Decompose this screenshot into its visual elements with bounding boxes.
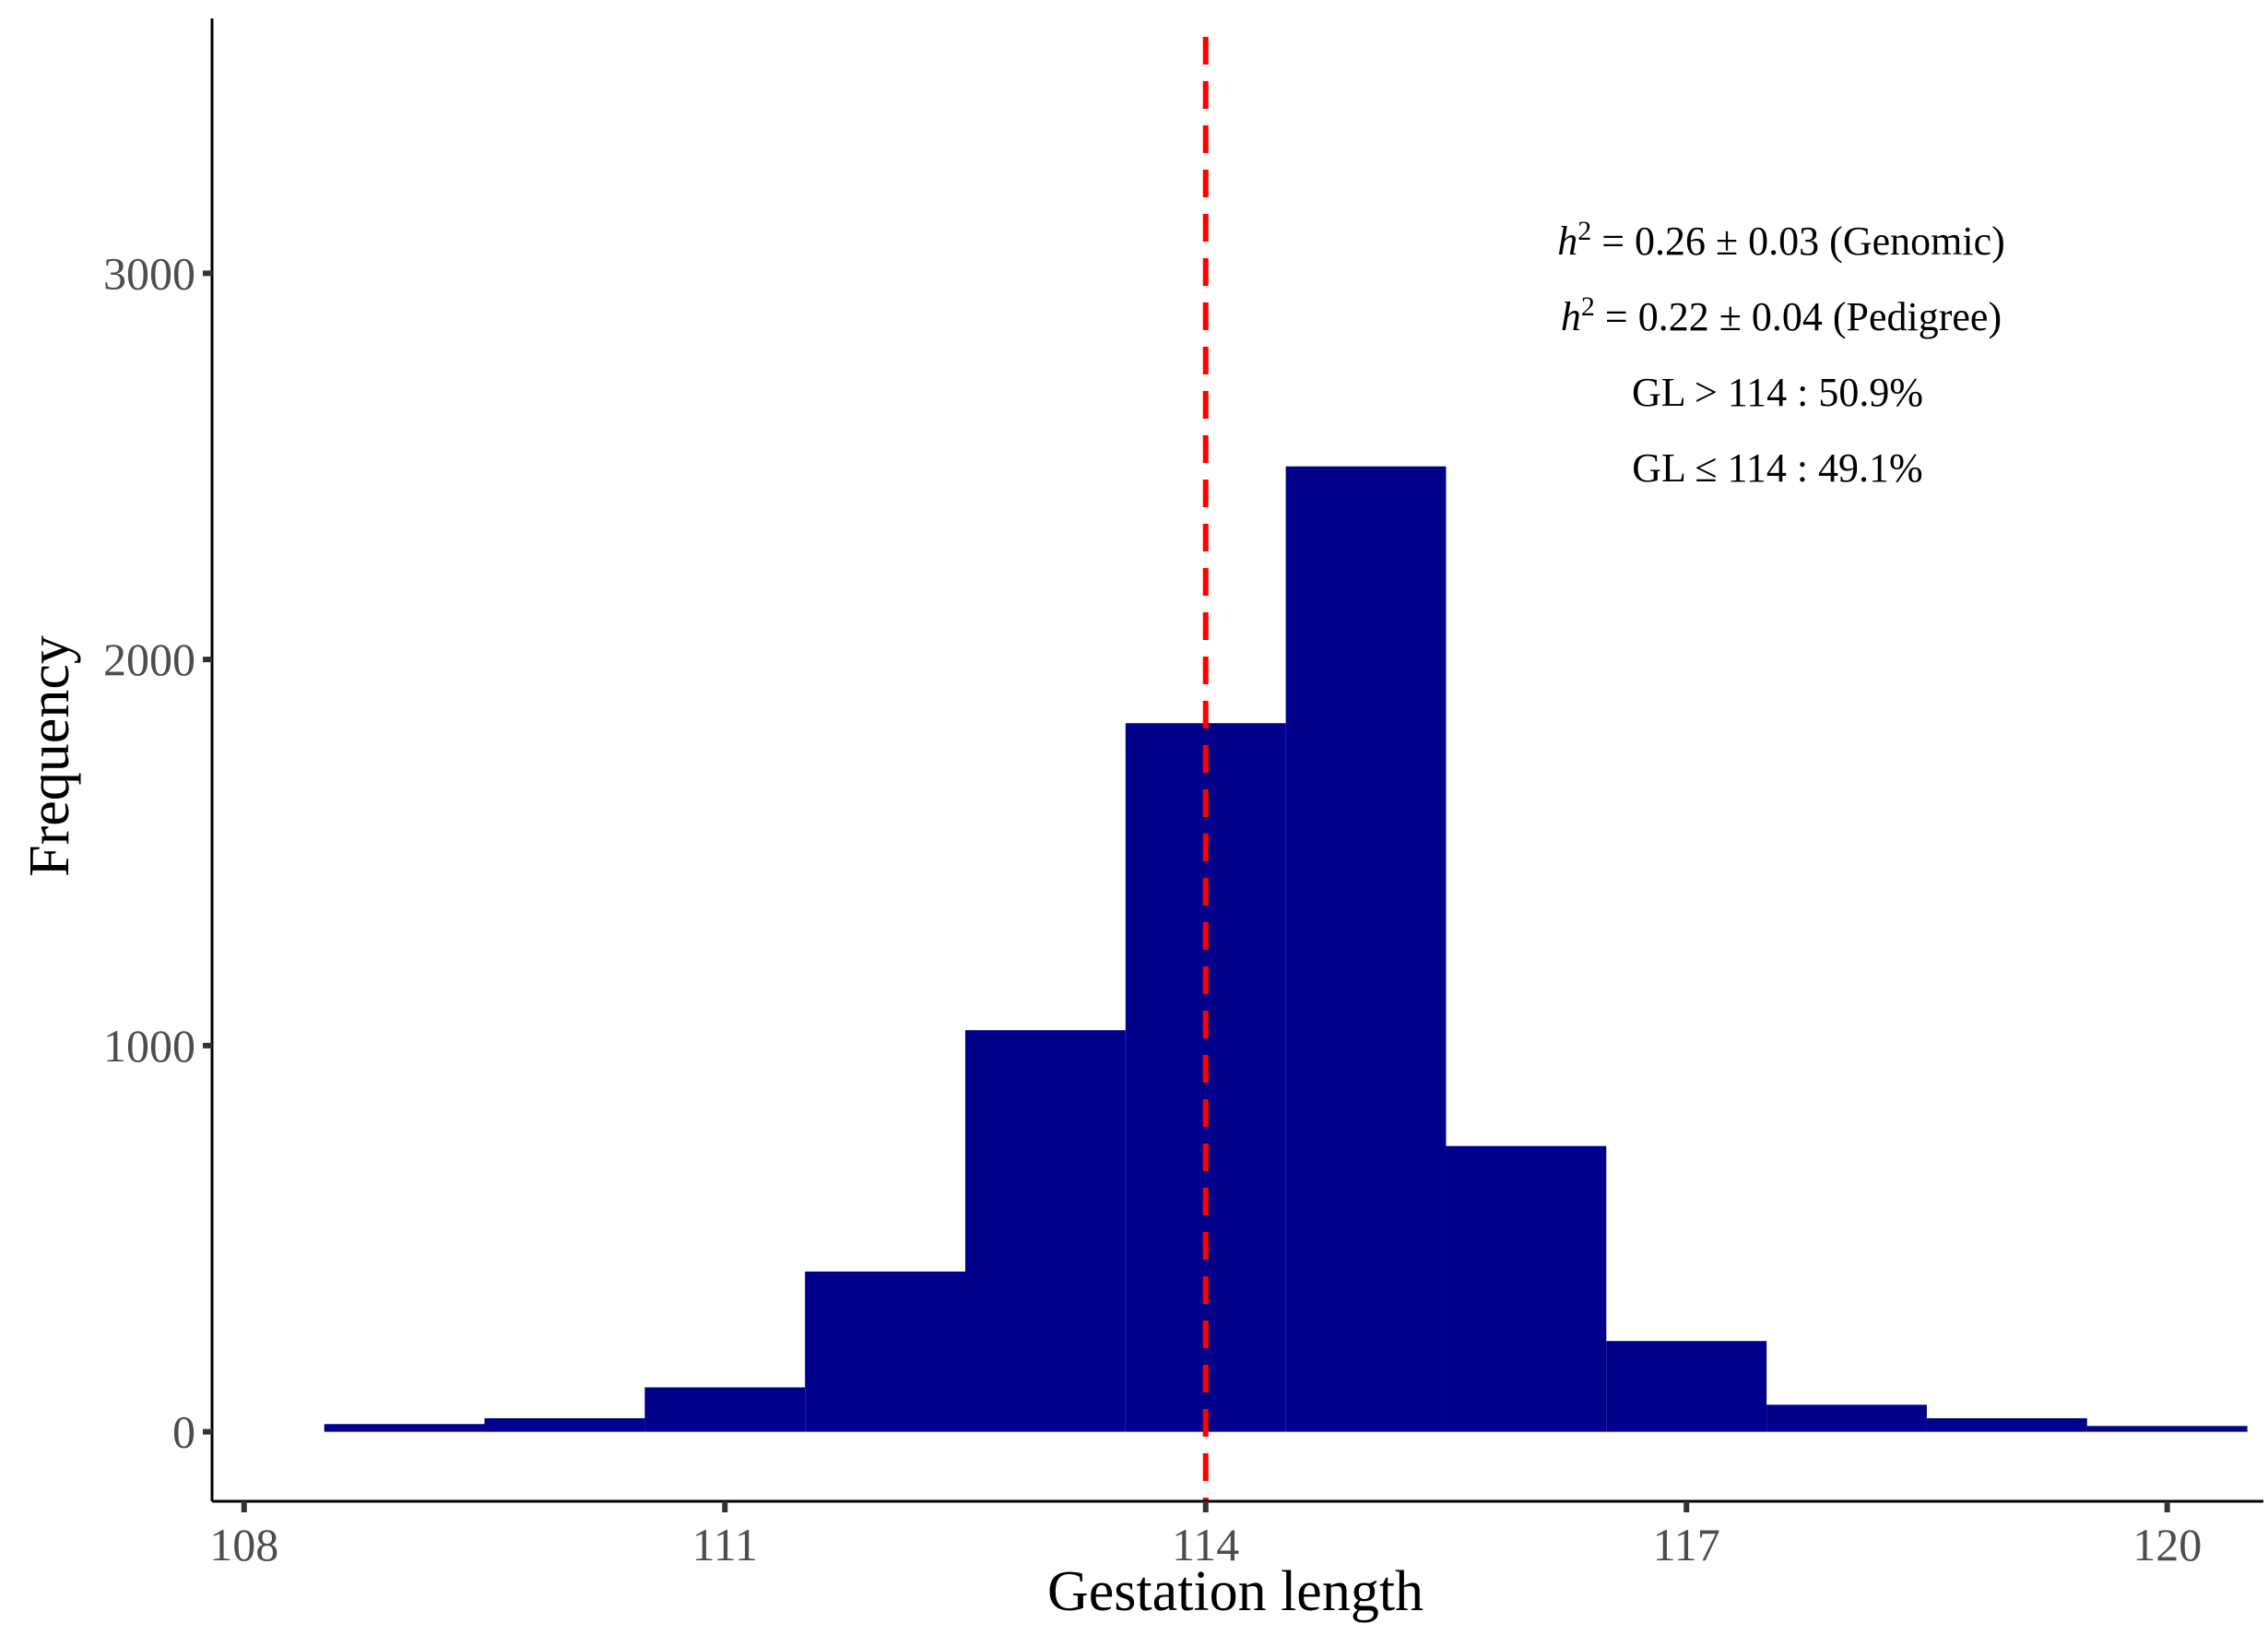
histogram-bar-120 [2086,1426,2248,1432]
histogram-bar-110 [484,1417,645,1432]
annotation-heritability-genomic: h2 = 0.26 ± 0.03 (Genomic) [1557,216,2005,265]
histogram-bar-113 [964,1030,1126,1432]
y-tick-label: 1000 [103,1020,195,1072]
histogram-bar-112 [805,1271,965,1432]
annotation-heritability-pedigree: h2 = 0.22 ± 0.04 (Pedigree) [1561,291,2002,340]
y-axis-title: Frequency [18,635,81,877]
y-tick-label: 2000 [103,634,195,685]
x-tick-label: 120 [2132,1519,2202,1570]
y-tick-label: 3000 [103,247,195,299]
x-tick-label: 114 [1172,1519,1239,1570]
annotation-gl-above: GL > 114 : 50.9% [1632,370,1923,415]
y-axis-ticks: 0 1000 2000 3000 [103,247,212,1458]
histogram-bar-109 [324,1424,485,1432]
annotation-block: h2 = 0.26 ± 0.03 (Genomic) h2 = 0.22 ± 0… [1557,216,2005,492]
histogram-bar-117 [1606,1341,1767,1432]
annotation-gl-below: GL ≤ 114 : 49.1% [1632,445,1922,491]
x-axis-ticks: 108 111 114 117 120 [209,1501,2202,1570]
x-tick-label: 117 [1653,1519,1720,1570]
histogram-bars [324,466,2248,1432]
histogram-bar-111 [644,1387,806,1432]
x-axis-title: Gestation length [1047,1560,1423,1623]
histogram-bar-118 [1766,1404,1927,1432]
y-tick-label: 0 [172,1406,195,1458]
histogram-bar-115 [1285,466,1447,1432]
x-tick-label: 108 [209,1519,278,1570]
histogram-bar-119 [1926,1417,2087,1432]
histogram-bar-116 [1446,1145,1607,1432]
x-tick-label: 111 [692,1519,758,1570]
